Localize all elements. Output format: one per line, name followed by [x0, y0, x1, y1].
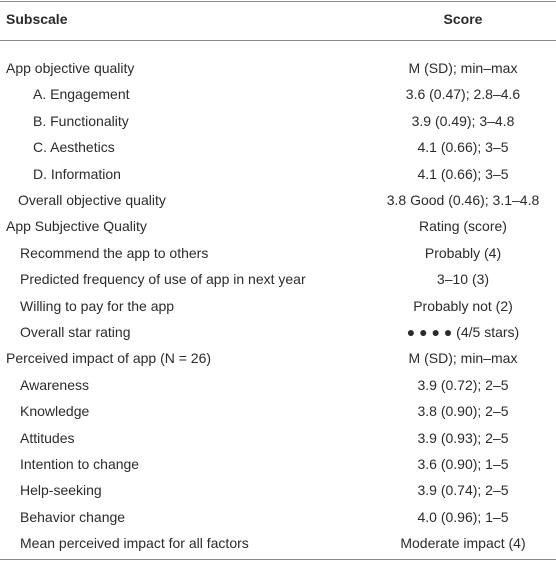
score-cell: 3.9 (0.49); 3–4.8	[411, 112, 515, 129]
subscale-cell: Willing to pay for the app	[20, 297, 175, 314]
score-cell: Moderate impact (4)	[400, 535, 526, 552]
subscale-cell: Awareness	[20, 376, 90, 393]
subscale-cell: Perceived impact of app (N = 26)	[6, 350, 212, 367]
score-cell: Probably (4)	[424, 244, 502, 261]
score-cell: Rating (score)	[419, 218, 507, 235]
score-cell: ● ● ● ● (4/5 stars)	[406, 324, 520, 340]
score-cell: 3.9 (0.93); 2–5	[417, 429, 509, 446]
score-cell: 4.1 (0.66); 3–5	[417, 165, 509, 182]
score-cell: 3.6 (0.47); 2.8–4.6	[405, 86, 521, 103]
score-cell: 3.9 (0.72); 2–5	[417, 376, 509, 393]
subscale-cell: Mean perceived impact for all factors	[20, 535, 249, 552]
subscale-cell: App objective quality	[6, 60, 135, 76]
subscale-cell: Predicted frequency of use of app in nex…	[20, 271, 306, 288]
score-cell: 3.6 (0.90); 1–5	[417, 456, 509, 472]
score-cell: 3–10 (3)	[436, 271, 490, 288]
subscale-cell: Knowledge	[20, 403, 90, 420]
subscale-cell: Behavior change	[20, 508, 126, 525]
subscale-cell: Intention to change	[20, 456, 140, 472]
header-cell: Subscale	[6, 11, 68, 27]
score-cell: M (SD); min–max	[408, 60, 518, 76]
subscale-cell: App Subjective Quality	[6, 218, 147, 235]
subscale-cell: Overall objective quality	[18, 192, 166, 208]
subscale-cell: Help-seeking	[20, 482, 102, 499]
score-cell: Probably not (2)	[413, 297, 513, 314]
subscale-cell: C. Aesthetics	[33, 139, 115, 156]
top-rule	[0, 1, 556, 2]
bottom-rule	[0, 559, 556, 560]
score-cell: 3.9 (0.74); 2–5	[417, 482, 509, 499]
subscale-cell: Recommend the app to others	[20, 244, 209, 261]
subscale-cell: B. Functionality	[33, 112, 129, 129]
score-cell: 4.0 (0.96); 1–5	[417, 508, 509, 525]
header-rule	[0, 40, 556, 41]
subscale-cell: D. Information	[33, 165, 121, 182]
subscale-cell: Attitudes	[20, 429, 75, 446]
header-cell: Score	[443, 11, 483, 27]
score-cell: 4.1 (0.66); 3–5	[417, 139, 509, 156]
score-cell: 3.8 (0.90); 2–5	[417, 403, 509, 420]
score-cell: M (SD); min–max	[408, 350, 518, 367]
subscale-cell: Overall star rating	[20, 324, 131, 340]
subscale-cell: A. Engagement	[33, 86, 130, 103]
score-cell: 3.8 Good (0.46); 3.1–4.8	[386, 192, 540, 208]
